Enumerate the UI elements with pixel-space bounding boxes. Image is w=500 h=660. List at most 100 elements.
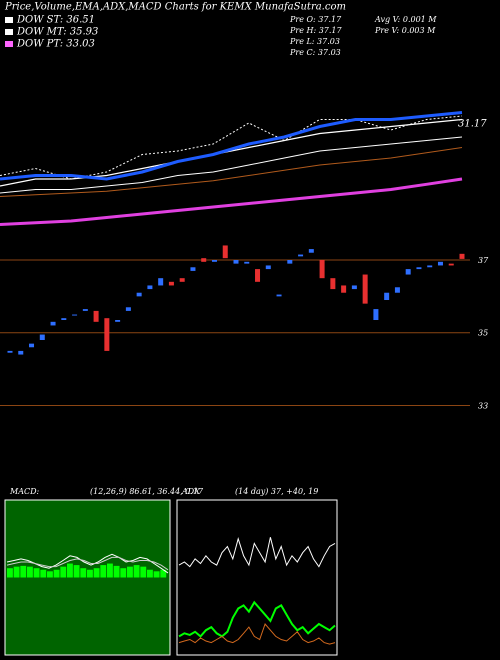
candle [265, 265, 271, 270]
line [0, 115, 463, 180]
macd-bar [33, 568, 40, 578]
macd-bar [113, 565, 120, 578]
candle [179, 278, 185, 282]
macd-bar [147, 569, 153, 578]
line [6, 556, 169, 571]
candle [190, 267, 196, 271]
info: Pre C: 37.03 [289, 48, 341, 57]
candle [373, 309, 379, 320]
chart-title: Price,Volume,EMA,ADX,MACD Charts for KEM… [4, 2, 346, 13]
info: Pre H: 37.17 [289, 26, 343, 35]
info: Pre L: 37.03 [289, 37, 340, 46]
macd-bar [127, 566, 133, 578]
macd-bar [133, 565, 140, 578]
candle [82, 309, 88, 311]
candle [201, 258, 207, 262]
candle [319, 260, 325, 279]
candle [255, 269, 261, 282]
candle [61, 318, 67, 320]
legend-label: DOW MT: 35.93 [16, 27, 98, 38]
macd-bar [53, 569, 60, 578]
macd-bar [93, 568, 100, 578]
y-tick-label: 37 [478, 256, 489, 265]
candle [147, 285, 153, 290]
macd-bar [120, 568, 127, 578]
candle [211, 260, 217, 262]
macd-bar [73, 565, 80, 578]
candle [362, 274, 368, 304]
candle [330, 278, 336, 290]
legend-swatch [5, 29, 13, 35]
candle [416, 267, 422, 270]
candle [437, 261, 443, 266]
candle [115, 320, 121, 322]
macd-bar [40, 569, 47, 578]
line [0, 111, 463, 181]
candle [222, 245, 228, 259]
candle [276, 294, 282, 297]
macd-bar [47, 571, 53, 578]
line [0, 177, 463, 226]
macd-bar [80, 568, 87, 578]
candle [29, 343, 35, 348]
macd-params: (12,26,9) 86.61, 36.44, 0.17 [90, 487, 204, 496]
info: Avg V: 0.001 M [374, 15, 437, 24]
macd-bar [7, 568, 13, 578]
y-tick-label: 35 [478, 329, 488, 338]
adx-params: (14 day) 37, +40, 19 [235, 487, 318, 496]
candle [427, 265, 433, 268]
adx-label: ADX [181, 487, 200, 496]
candle [72, 314, 78, 316]
candle [168, 281, 174, 286]
legend-label: DOW ST: 36.51 [16, 15, 95, 26]
candle [136, 292, 142, 297]
macd-bar [20, 565, 27, 578]
info: Pre V: 0.003 M [374, 26, 436, 35]
candle [448, 263, 454, 266]
candle [298, 254, 304, 257]
info: Pre O: 37.17 [289, 15, 342, 24]
legend-swatch [5, 17, 13, 23]
macd-bar [100, 565, 107, 578]
line [178, 623, 336, 645]
candle [308, 249, 314, 253]
candle [7, 350, 13, 353]
candle [384, 292, 390, 300]
macd-bar [160, 569, 167, 578]
line [0, 147, 463, 197]
candle [459, 253, 465, 259]
macd-bar [67, 563, 73, 578]
line [178, 537, 336, 568]
candle [93, 310, 99, 322]
macd-bar [153, 571, 160, 578]
candle [39, 334, 45, 340]
macd-bar [60, 566, 67, 578]
legend-label: DOW PT: 33.03 [16, 39, 95, 50]
candle [18, 350, 24, 355]
legend-swatch [5, 41, 13, 47]
candle [125, 307, 131, 311]
candle [244, 261, 250, 264]
line [178, 600, 336, 638]
candle [233, 260, 239, 264]
macd-bar [87, 569, 93, 578]
y-tick-label: 33 [478, 401, 488, 410]
macd-bar [107, 563, 113, 578]
candle [50, 321, 56, 326]
candle [405, 269, 411, 275]
candle [287, 260, 293, 264]
candle [394, 287, 400, 293]
macd-bar [27, 566, 33, 578]
value-label: 31.17 [458, 119, 487, 130]
candle [104, 318, 110, 351]
macd-label: MACD: [9, 487, 40, 496]
panel [176, 499, 338, 656]
line [0, 118, 463, 187]
candle [351, 285, 357, 290]
candle [158, 278, 164, 286]
line [0, 136, 463, 194]
macd-bar [140, 566, 147, 578]
macd-bar [13, 566, 20, 578]
